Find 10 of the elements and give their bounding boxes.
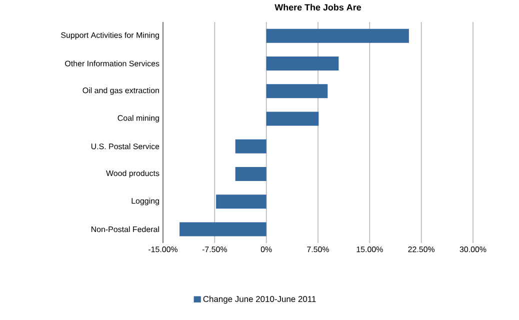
bar xyxy=(235,166,266,181)
bar xyxy=(266,28,409,43)
bar xyxy=(266,84,328,98)
bar xyxy=(216,194,266,209)
bar xyxy=(266,56,339,70)
bar xyxy=(266,112,319,126)
legend-label: Change June 2010-June 2011 xyxy=(203,296,316,304)
bar xyxy=(180,222,266,236)
bar xyxy=(235,139,266,154)
chart-title: Where The Jobs Are xyxy=(274,4,362,11)
